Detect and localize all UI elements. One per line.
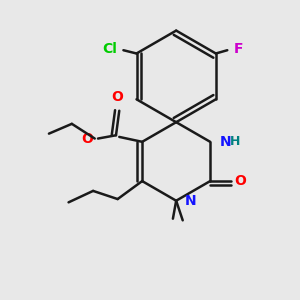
Text: F: F — [234, 42, 243, 56]
Text: H: H — [230, 135, 240, 148]
Text: O: O — [81, 131, 93, 146]
Text: O: O — [235, 174, 247, 188]
Text: Cl: Cl — [102, 42, 117, 56]
Text: O: O — [112, 89, 124, 103]
Text: N: N — [220, 135, 232, 149]
Text: N: N — [184, 194, 196, 208]
